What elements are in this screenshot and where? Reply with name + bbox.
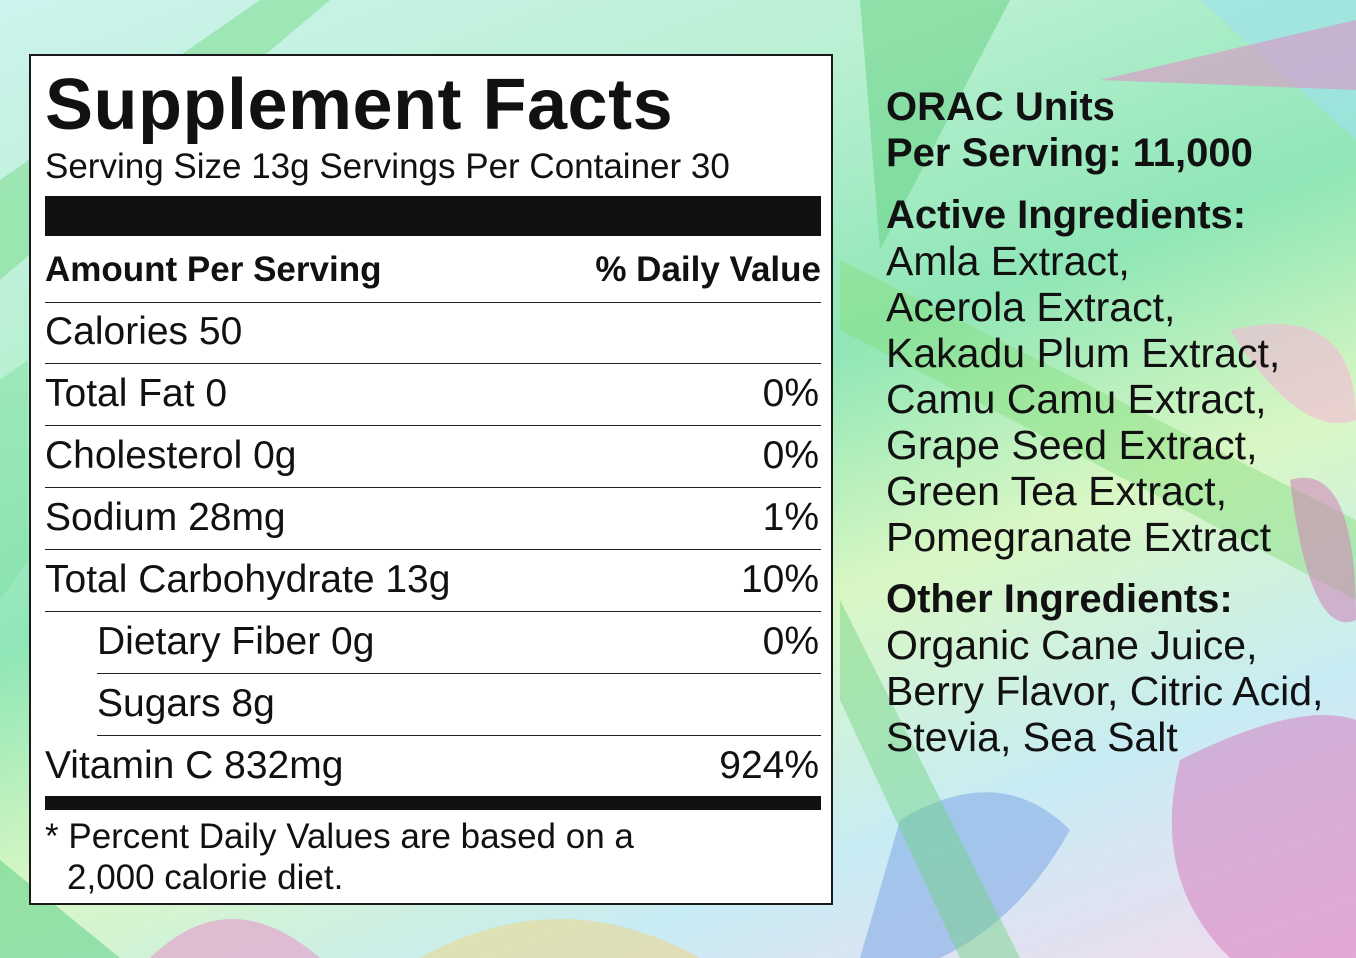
nutrient-name: Sodium 28mg — [45, 496, 286, 539]
amount-per-serving-label: Amount Per Serving — [45, 250, 382, 289]
nutrient-row-cholesterol: Cholesterol 0g 0% — [45, 426, 821, 488]
nutrient-name: Cholesterol 0g — [45, 434, 297, 477]
active-ingredient-line: Amla Extract, — [886, 238, 1130, 284]
nutrient-row-vitamin-c: Vitamin C 832mg 924% — [45, 736, 821, 798]
amount-header: Amount Per Serving % Daily Value — [45, 246, 821, 303]
nutrient-name: Total Fat 0 — [45, 372, 228, 415]
nutrient-name: Dietary Fiber 0g — [97, 620, 375, 663]
other-ingredient-line: Stevia, Sea Salt — [886, 714, 1178, 760]
active-ingredient-line: Grape Seed Extract, — [886, 422, 1258, 468]
daily-value-label: % Daily Value — [595, 250, 821, 289]
daily-value-footnote: * Percent Daily Values are based on a 2,… — [45, 816, 815, 899]
nutrient-name: Vitamin C 832mg — [45, 744, 344, 787]
other-ingredient-line: Organic Cane Juice, — [886, 622, 1258, 668]
nutrient-name: Calories 50 — [45, 310, 243, 353]
nutrient-value: 0% — [762, 434, 819, 477]
footnote-line-1: * Percent Daily Values are based on a — [45, 817, 634, 856]
active-ingredient-line: Green Tea Extract, — [886, 468, 1228, 514]
nutrient-row-dietary-fiber: Dietary Fiber 0g 0% — [97, 612, 821, 674]
active-ingredient-line: Camu Camu Extract, — [886, 376, 1267, 422]
serving-info: Serving Size 13g Servings Per Container … — [45, 147, 730, 186]
other-ingredients-heading: Other Ingredients: — [886, 577, 1233, 621]
ingredients-panel: ORAC Units Per Serving: 11,000 Active In… — [886, 84, 1346, 760]
nutrient-row-total-carbohydrate: Total Carbohydrate 13g 10% — [45, 550, 821, 612]
nutrient-value: 924% — [719, 744, 819, 787]
active-ingredient-line: Kakadu Plum Extract, — [886, 330, 1281, 376]
orac-value: Per Serving: 11,000 — [886, 131, 1253, 175]
nutrient-value: 1% — [762, 496, 819, 539]
thick-divider-top — [45, 196, 821, 236]
nutrient-value: 0% — [762, 620, 819, 663]
nutrient-name: Total Carbohydrate 13g — [45, 558, 451, 601]
thick-divider-bottom — [45, 796, 821, 810]
nutrient-row-calories: Calories 50 — [45, 302, 821, 364]
nutrient-row-sodium: Sodium 28mg 1% — [45, 488, 821, 550]
footnote-line-2: 2,000 calorie diet. — [67, 858, 344, 898]
active-ingredients-heading: Active Ingredients: — [886, 193, 1247, 237]
nutrient-value: 0% — [762, 372, 819, 415]
panel-title: Supplement Facts — [45, 65, 674, 145]
nutrient-row-sugars: Sugars 8g — [97, 674, 821, 736]
other-ingredient-line: Berry Flavor, Citric Acid, — [886, 668, 1324, 714]
nutrient-row-total-fat: Total Fat 0 0% — [45, 364, 821, 426]
nutrient-value: 10% — [740, 558, 819, 601]
supplement-facts-panel: Supplement Facts Serving Size 13g Servin… — [29, 54, 833, 905]
active-ingredient-line: Pomegranate Extract — [886, 514, 1272, 560]
active-ingredient-line: Acerola Extract, — [886, 284, 1176, 330]
orac-heading: ORAC Units — [886, 85, 1115, 129]
nutrient-name: Sugars 8g — [97, 682, 275, 725]
